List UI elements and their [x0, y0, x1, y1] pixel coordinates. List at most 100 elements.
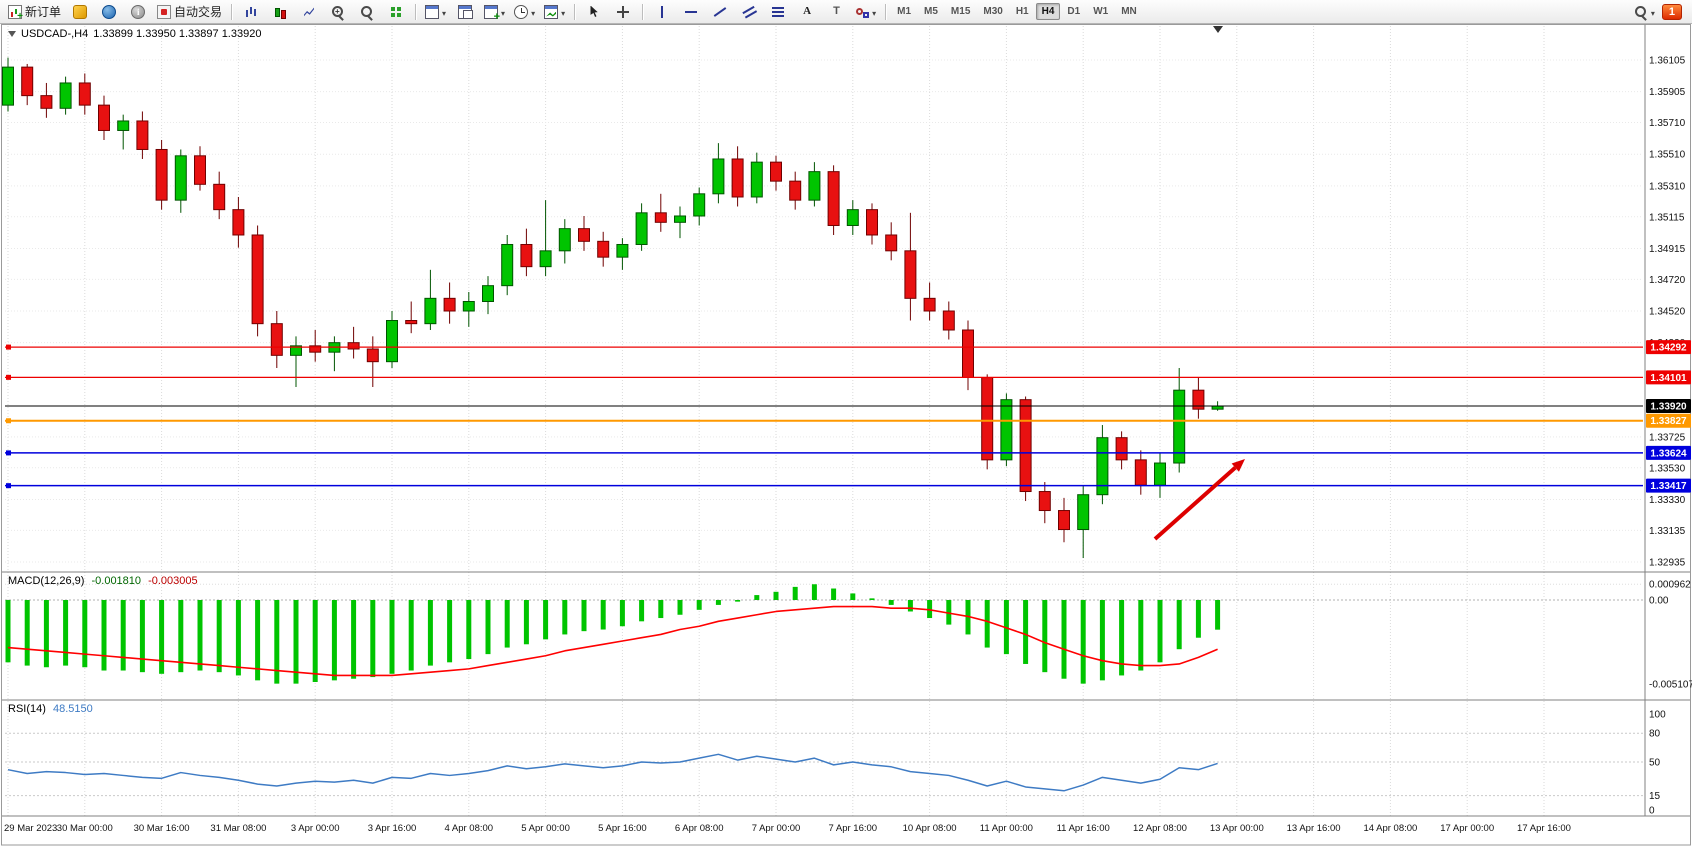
line-anchor-handle[interactable]	[6, 374, 11, 380]
tile-windows-icon	[389, 5, 403, 19]
candle-body	[1115, 437, 1128, 461]
line-anchor-handle[interactable]	[6, 344, 11, 350]
channel-icon	[742, 5, 756, 19]
timeframe-m30-button[interactable]: M30	[983, 6, 1003, 17]
price-scale-label: 1.34720	[1649, 275, 1686, 286]
news-button[interactable]	[124, 1, 152, 23]
candle-body	[750, 161, 763, 198]
candle-body	[213, 183, 226, 211]
community-icon	[102, 4, 117, 19]
template-chart-icon	[425, 4, 440, 19]
line-anchor-handle[interactable]	[6, 450, 11, 456]
fibonacci-button[interactable]	[764, 1, 792, 23]
chart-window-frame	[1, 24, 1691, 846]
candle-body	[2, 66, 14, 106]
new-order-button[interactable]: 新订单	[4, 1, 65, 23]
indicators-icon	[544, 4, 559, 19]
collapse-arrow-icon[interactable]	[8, 31, 16, 37]
period-button[interactable]	[510, 1, 539, 23]
tile-windows-button[interactable]	[382, 1, 410, 23]
x-axis-label: 17 Apr 16:00	[1517, 823, 1571, 834]
candle-body	[942, 310, 955, 331]
cursor-button[interactable]	[580, 1, 608, 23]
chevron-down-icon	[1651, 5, 1655, 19]
timeframe-m1-button[interactable]: M1	[897, 6, 912, 17]
candle-body	[136, 120, 149, 150]
candle-body	[251, 234, 264, 325]
price-scale-label: 1.35310	[1649, 181, 1686, 192]
zoom-in-button[interactable]: +	[324, 1, 352, 23]
x-axis-label: 11 Apr 00:00	[980, 823, 1033, 834]
candle-body	[616, 243, 629, 258]
x-axis-label: 7 Apr 00:00	[752, 823, 801, 834]
timeframe-w1-button[interactable]: W1	[1093, 6, 1109, 17]
line-chart-button[interactable]	[295, 1, 323, 23]
candle-body	[578, 228, 590, 242]
templates-button[interactable]	[421, 1, 450, 23]
candlestick-chart-button[interactable]	[266, 1, 294, 23]
candle-body	[962, 329, 974, 379]
notification-badge[interactable]: 1	[1661, 3, 1682, 20]
candle-body	[1134, 459, 1147, 486]
market-button[interactable]	[66, 1, 94, 23]
candle-body	[846, 209, 859, 226]
vertical-line-button[interactable]	[648, 1, 676, 23]
candle-body	[21, 66, 34, 97]
price-badge-label: 1.33920	[1650, 402, 1687, 413]
shapes-button[interactable]	[851, 1, 880, 23]
chevron-down-icon	[442, 5, 446, 19]
candle-body	[866, 209, 878, 236]
trendline-button[interactable]	[706, 1, 734, 23]
rsi-scale-label: 100	[1649, 710, 1666, 721]
candle-body	[424, 297, 437, 325]
chart-shift-marker-icon[interactable]	[1213, 26, 1223, 33]
line-anchor-handle[interactable]	[6, 418, 11, 424]
time-axis[interactable]: 29 Mar 2023 30 Mar 00:00 30 Mar 16:00 31 Ma…	[4, 823, 1571, 834]
timeframe-h4-button[interactable]: H4	[1035, 3, 1061, 20]
crosshair-button[interactable]	[609, 1, 637, 23]
candle-body	[40, 95, 53, 109]
timeframe-d1-button[interactable]: D1	[1067, 6, 1081, 17]
x-axis-label: 3 Apr 00:00	[291, 823, 340, 834]
price-badge-label: 1.34292	[1650, 343, 1687, 354]
toolbar-separator	[574, 3, 576, 20]
indicators-button[interactable]	[540, 1, 569, 23]
rsi-scale-label: 0	[1649, 806, 1655, 817]
rsi-line	[7, 753, 1218, 792]
candle-body	[1000, 399, 1013, 461]
new-chart-button[interactable]	[480, 1, 509, 23]
channel-button[interactable]	[735, 1, 763, 23]
zoom-out-button[interactable]	[353, 1, 381, 23]
timeframe-m15-button[interactable]: M15	[950, 6, 971, 17]
new-chart-icon	[484, 4, 500, 23]
search-button[interactable]	[1630, 1, 1659, 23]
candle-body	[520, 243, 533, 268]
horizontal-line-icon	[684, 5, 698, 19]
autotrading-button[interactable]: 自动交易	[153, 1, 226, 23]
fibonacci-icon	[771, 5, 785, 19]
candle-body	[539, 250, 552, 268]
community-button[interactable]	[95, 1, 123, 23]
price-badge	[1646, 340, 1691, 355]
label-button[interactable]	[822, 1, 850, 23]
price-scale[interactable]: 1.36105 1.35905 1.35710 1.35510 1.35310 1.351…	[1646, 56, 1692, 817]
bar-chart-button[interactable]	[237, 1, 265, 23]
candle-body	[1019, 399, 1032, 493]
horizontal-line-button[interactable]	[677, 1, 705, 23]
timeframe-m5-button[interactable]: M5	[924, 6, 938, 17]
price-badge	[1646, 370, 1691, 385]
profiles-button[interactable]	[451, 1, 479, 23]
line-anchor-handle[interactable]	[6, 483, 11, 489]
timeframe-mn-button[interactable]: MN	[1121, 6, 1137, 17]
timeframe-h1-button[interactable]: H1	[1015, 6, 1029, 17]
text-button[interactable]	[793, 1, 821, 23]
candle-body	[827, 171, 840, 226]
candle-body	[309, 345, 322, 353]
price-badge-label: 1.33417	[1650, 481, 1687, 492]
crosshair-icon	[616, 5, 630, 19]
trend-arrow[interactable]	[1153, 459, 1245, 541]
rsi-scale-label: 80	[1649, 729, 1661, 740]
price-scale-label: 1.32935	[1649, 558, 1686, 569]
shapes-icon	[855, 5, 870, 19]
